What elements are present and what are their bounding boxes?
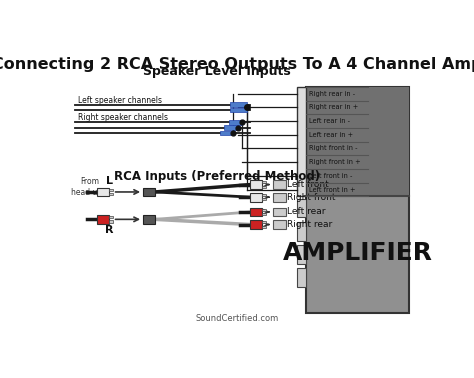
Bar (273, 180, 286, 189)
Bar (224, 125, 238, 130)
Bar (262, 226, 266, 228)
Bar (262, 209, 266, 211)
Bar (273, 208, 286, 216)
Bar (262, 186, 266, 188)
Bar (230, 102, 246, 107)
Bar (297, 268, 306, 287)
Bar (97, 187, 109, 197)
Bar (143, 187, 155, 197)
Bar (297, 245, 306, 264)
Text: Left rear: Left rear (287, 208, 326, 217)
Bar (262, 181, 266, 183)
Bar (109, 216, 113, 218)
Bar (262, 194, 266, 196)
Bar (297, 87, 306, 197)
Text: Right speaker channels: Right speaker channels (78, 113, 168, 122)
Bar (230, 108, 246, 112)
Bar (220, 130, 233, 135)
Bar (250, 208, 262, 216)
Bar (97, 215, 109, 224)
Text: R: R (105, 225, 114, 235)
Bar (109, 193, 113, 195)
Text: Right front in -: Right front in - (309, 146, 357, 152)
Bar (229, 120, 242, 125)
Bar (306, 87, 410, 313)
Text: Left rear in +: Left rear in + (309, 132, 353, 138)
Text: Left rear in -: Left rear in - (309, 118, 350, 124)
Text: From
head unit: From head unit (72, 177, 108, 197)
Text: RCA Inputs (Preferred Method): RCA Inputs (Preferred Method) (114, 170, 320, 183)
Bar (250, 180, 262, 189)
Bar (143, 215, 155, 224)
Bar (250, 220, 262, 229)
Bar (262, 221, 266, 223)
Bar (250, 193, 262, 201)
Text: Right rear in -: Right rear in - (309, 91, 355, 97)
Text: L: L (106, 176, 113, 186)
Bar (262, 213, 266, 215)
Bar (273, 220, 286, 229)
Text: Connecting 2 RCA Stereo Outputs To A 4 Channel Amp: Connecting 2 RCA Stereo Outputs To A 4 C… (0, 56, 474, 71)
Text: Left front in +: Left front in + (309, 187, 356, 192)
Bar (297, 222, 306, 240)
Text: Right rear in +: Right rear in + (309, 104, 358, 110)
Bar (262, 198, 266, 200)
Text: Speaker Level Inputs: Speaker Level Inputs (143, 65, 291, 78)
Text: Right front in +: Right front in + (309, 159, 360, 165)
Text: Left speaker channels: Left speaker channels (78, 96, 162, 105)
Bar (297, 199, 306, 217)
Bar (273, 193, 286, 201)
Text: Left front: Left front (287, 180, 329, 189)
Text: Right front: Right front (287, 193, 336, 201)
Bar (306, 87, 410, 197)
Text: Left front in -: Left front in - (309, 173, 352, 179)
Text: Right rear: Right rear (287, 220, 333, 229)
Bar (109, 189, 113, 191)
Text: SoundCertified.com: SoundCertified.com (195, 314, 279, 323)
Bar (109, 220, 113, 223)
Text: AMPLIFIER: AMPLIFIER (283, 242, 433, 265)
